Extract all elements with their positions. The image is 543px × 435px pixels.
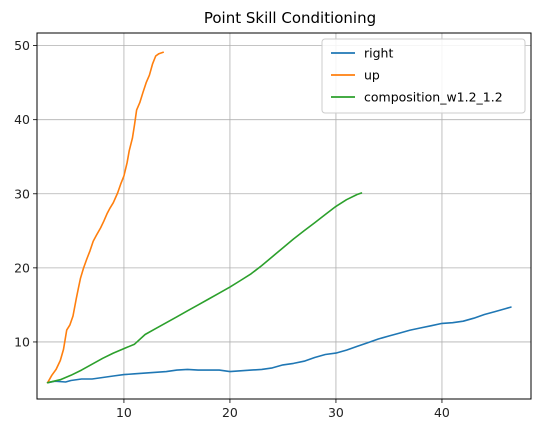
x-tick-label: 20 [222,405,238,420]
legend-label: right [364,46,393,61]
y-tick-label: 10 [14,334,30,349]
y-tick-label: 50 [14,38,30,53]
legend-label: composition_w1.2_1.2 [364,90,503,105]
y-tick-label: 30 [14,186,30,201]
x-tick-label: 10 [116,405,132,420]
chart-title: Point Skill Conditioning [204,9,376,27]
y-tick-label: 40 [14,112,30,127]
x-tick-label: 40 [434,405,450,420]
y-tick-label: 20 [14,260,30,275]
x-tick-label: 30 [328,405,344,420]
legend-label: up [364,68,380,83]
legend: right up composition_w1.2_1.2 [322,39,525,113]
